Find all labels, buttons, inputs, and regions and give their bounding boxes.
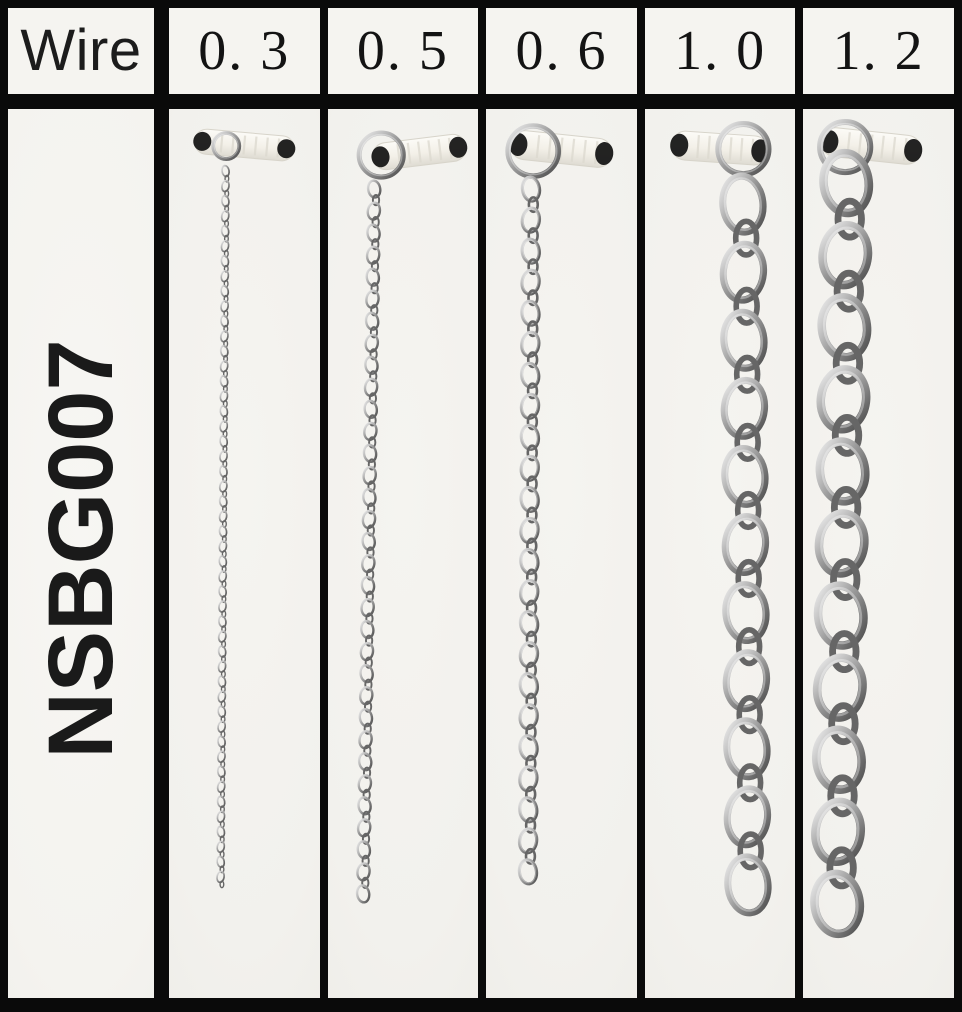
chain-sample-cell <box>644 109 796 998</box>
chain-photo <box>669 121 772 917</box>
size-header-cell: 1. 0 <box>644 8 796 94</box>
header-row-divider <box>486 94 637 109</box>
chain-sample-cell <box>169 109 320 998</box>
size-column: 0. 5 <box>327 8 479 998</box>
chain-links <box>517 175 542 886</box>
header-row-divider <box>169 94 320 109</box>
column-divider <box>320 8 328 998</box>
header-row-divider <box>645 94 796 109</box>
left-column: Wire NSBG007 <box>8 8 154 998</box>
chain-links <box>718 172 772 917</box>
chain-sample-cell <box>486 109 637 998</box>
column-divider <box>795 8 803 998</box>
plastic-tab <box>509 130 614 168</box>
size-header-cell: 0. 5 <box>327 8 479 94</box>
column-divider <box>637 8 645 998</box>
size-column: 0. 3 <box>169 8 320 998</box>
jump-ring <box>356 130 406 180</box>
jump-ring <box>817 119 874 176</box>
chain-links <box>355 179 382 904</box>
chain-photo <box>193 128 296 889</box>
header-row-divider <box>803 94 954 109</box>
chain-sample-cell <box>803 109 954 998</box>
size-header-label: 0. 6 <box>515 20 608 82</box>
chain-photo <box>505 123 614 886</box>
plastic-tab <box>371 133 467 171</box>
size-column: 1. 2 <box>803 8 954 998</box>
chain-photo <box>355 130 467 904</box>
size-header-label: 1. 0 <box>674 20 767 82</box>
wire-header-cell: Wire <box>8 8 154 94</box>
size-header-label: 0. 5 <box>356 20 449 82</box>
size-header-cell: 0. 6 <box>486 8 637 94</box>
size-header-cell: 0. 3 <box>169 8 320 94</box>
plastic-tab <box>193 128 296 162</box>
size-header-label: 0. 3 <box>198 20 291 82</box>
header-row-divider <box>328 94 479 109</box>
product-code-cell: NSBG007 <box>8 109 154 998</box>
column-divider <box>478 8 486 998</box>
size-column: 1. 0 <box>644 8 796 998</box>
left-column-divider <box>154 8 169 998</box>
product-code-label: NSBG007 <box>30 339 132 759</box>
chain-photo <box>810 119 923 939</box>
chain-links <box>810 148 874 939</box>
size-header-cell: 1. 2 <box>803 8 954 94</box>
header-row-divider <box>8 94 154 109</box>
size-column: 0. 6 <box>486 8 637 998</box>
size-header-label: 1. 2 <box>832 20 925 82</box>
chain-sample-cell <box>327 109 479 998</box>
chain-links <box>216 164 230 889</box>
jump-ring <box>211 131 242 161</box>
jump-ring <box>505 123 562 179</box>
size-columns: 0. 3 0. 5 0. 6 1. 0 <box>169 8 954 998</box>
wire-header-label: Wire <box>20 18 142 83</box>
